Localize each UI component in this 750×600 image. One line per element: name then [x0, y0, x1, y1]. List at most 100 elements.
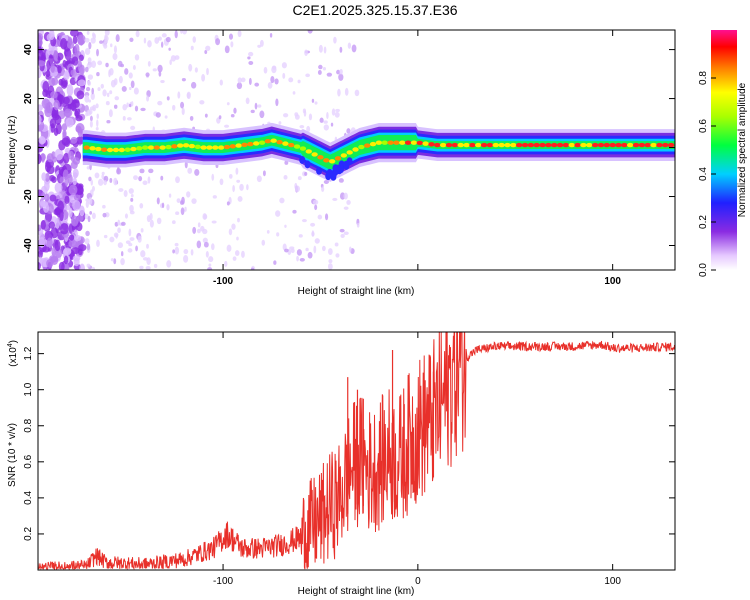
spectrogram-noise-cell	[57, 200, 64, 213]
spectrogram-speckle	[207, 267, 213, 270]
spectrogram-speckle	[330, 122, 334, 127]
spectrogram-speckle	[90, 92, 95, 101]
spectrogram-speckle	[237, 196, 243, 202]
spectrogram-ridge-core	[527, 142, 535, 148]
spectrogram-speckle	[137, 235, 142, 243]
snr-multiplier-base: (x10	[8, 347, 19, 367]
spectrogram-speckle	[211, 220, 217, 224]
spectrogram-speckle	[321, 186, 325, 192]
spectrogram-speckle	[215, 38, 221, 46]
spectrogram-speckle	[208, 263, 212, 267]
spectrogram-speckle	[284, 160, 289, 165]
spectrogram-speckle	[85, 230, 90, 237]
spectrogram-y-tick-label: 40	[23, 44, 34, 56]
spectrogram-speckle	[84, 238, 90, 245]
spectrogram-speckle	[91, 60, 97, 69]
spectrogram-noise-cell	[63, 263, 69, 270]
spectrogram-noise-cell	[75, 114, 83, 122]
snr-multiplier-close: )	[8, 340, 19, 343]
spectrogram-ridge-core	[206, 145, 213, 150]
spectrogram-noise-cell	[72, 35, 78, 45]
spectrogram-ridge-core	[223, 144, 231, 150]
spectrogram-speckle	[171, 220, 176, 225]
spectrogram-speckle	[124, 213, 128, 219]
spectrogram-speckle	[234, 250, 240, 256]
spectrogram-y-tick-label: -20	[23, 189, 34, 204]
snr-x-axis-label: Height of straight line (km)	[298, 586, 415, 597]
spectrogram-speckle	[164, 115, 168, 119]
spectrogram-speckle	[206, 67, 209, 76]
spectrogram-ridge-core	[533, 142, 540, 148]
spectrogram-speckle	[95, 126, 99, 131]
spectrogram-speckle	[129, 86, 132, 91]
colorbar-tick-label: 0.2	[698, 215, 709, 229]
spectrogram-speckle	[200, 225, 205, 232]
spectrogram-noise-cell	[68, 223, 74, 235]
snr-y-axis-label: SNR (10 * v/v)	[7, 423, 18, 487]
spectrogram-speckle	[130, 197, 134, 202]
spectrogram-speckle	[314, 238, 320, 244]
spectrogram-ridge-core	[428, 142, 435, 147]
spectrogram-ridge-core	[282, 141, 289, 146]
colorbar-tick-label: 0.6	[698, 119, 709, 133]
spectrogram-ridge-core	[475, 142, 482, 148]
spectrogram-noise-cell	[48, 30, 55, 41]
spectrogram-speckle	[104, 30, 110, 36]
spectrogram-speckle	[186, 191, 191, 198]
spectrogram-speckle	[128, 72, 133, 79]
spectrogram-noise-cell	[50, 63, 55, 73]
spectrogram-speckle	[262, 170, 266, 177]
spectrogram-speckle	[147, 60, 151, 67]
spectrogram-speckle	[184, 206, 187, 212]
spectrogram-speckle	[85, 198, 89, 202]
spectrogram-speckle	[143, 37, 147, 44]
spectrogram-ridge-core	[480, 142, 488, 148]
spectrogram-speckle	[85, 86, 91, 92]
spectrogram-speckle	[168, 47, 171, 51]
spectrogram-ridge-core	[667, 142, 675, 148]
spectrogram-speckle	[122, 104, 128, 111]
spectrogram-noise-cell	[44, 193, 50, 202]
spectrogram-y-tick-label: 20	[23, 93, 34, 105]
spectrogram-speckle	[278, 121, 282, 125]
spectrogram-speckle	[323, 179, 329, 185]
spectrogram-speckle	[140, 228, 144, 233]
spectrogram-speckle	[96, 113, 99, 119]
spectrogram-ridge-core	[621, 142, 628, 148]
spectrogram-speckle	[140, 250, 146, 258]
spectrogram-speckle	[172, 249, 176, 254]
spectrogram-speckle	[327, 263, 333, 270]
spectrogram-speckle	[120, 251, 124, 257]
spectrogram-speckle	[335, 108, 340, 113]
spectrogram-noise-cell	[70, 155, 75, 163]
spectrogram-speckle	[297, 176, 302, 181]
spectrogram-speckle	[84, 94, 90, 103]
spectrogram-speckle	[279, 197, 285, 204]
spectrogram-speckle	[181, 107, 185, 116]
spectrogram-noise-cell	[46, 153, 54, 163]
spectrogram-speckle	[192, 226, 197, 234]
spectrogram-speckle	[211, 243, 215, 251]
spectrogram-speckle	[212, 195, 217, 199]
spectrogram-speckle	[133, 87, 139, 95]
spectrogram-speckle	[332, 197, 338, 201]
spectrogram-ridge-core	[101, 147, 108, 152]
spectrogram-speckle	[248, 60, 254, 66]
spectrogram-speckle	[102, 212, 107, 218]
spectrogram-ridge-core	[159, 145, 166, 150]
spectrogram-speckle	[241, 250, 245, 258]
spectrogram-speckle	[254, 82, 260, 87]
spectrogram-noise-cell	[38, 104, 43, 112]
spectrogram-speckle	[190, 45, 194, 51]
spectrogram-noise-cell	[78, 54, 84, 62]
spectrogram-speckle	[172, 104, 176, 111]
spectrogram-ridge-core	[200, 145, 207, 150]
snr-y-tick-label: 0.4	[23, 490, 34, 504]
spectrogram-speckle	[317, 70, 322, 75]
spectrogram-speckle	[228, 228, 233, 236]
spectrogram-ridge-core	[323, 158, 330, 163]
spectrogram-noise-cell	[70, 69, 75, 76]
spectrogram-speckle	[134, 54, 140, 61]
spectrogram-ridge-core	[217, 145, 225, 150]
